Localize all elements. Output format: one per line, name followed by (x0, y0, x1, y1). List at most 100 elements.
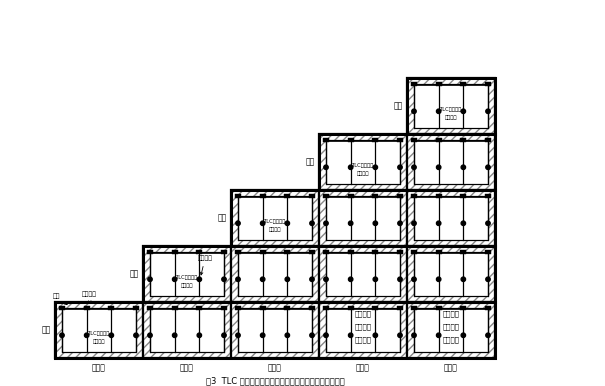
Text: 一层: 一层 (42, 325, 51, 335)
Bar (397, 250, 403, 254)
Bar (260, 194, 266, 198)
Bar (143, 302, 231, 358)
Bar (397, 306, 403, 310)
Bar (62, 302, 136, 308)
Bar (143, 246, 150, 302)
Text: TLC早拆模板: TLC早拆模板 (88, 332, 110, 337)
Bar (411, 250, 417, 254)
Circle shape (222, 333, 226, 337)
Circle shape (310, 221, 314, 225)
Bar (312, 246, 319, 302)
Bar (488, 302, 495, 358)
Bar (326, 140, 400, 184)
Bar (326, 140, 400, 184)
Bar (407, 302, 495, 358)
Circle shape (436, 165, 441, 169)
Bar (488, 190, 495, 246)
Bar (326, 134, 400, 140)
Bar (323, 194, 329, 198)
Circle shape (373, 221, 378, 225)
Bar (224, 246, 231, 302)
Text: TLC早拆模板: TLC早拆模板 (264, 220, 286, 225)
Text: 图3  TLC 插卡型模板早拆体系统花化施工盘专到显示意图: 图3 TLC 插卡型模板早拆体系统花化施工盘专到显示意图 (206, 376, 344, 385)
Text: 支一号: 支一号 (92, 363, 106, 372)
Bar (235, 250, 241, 254)
Bar (319, 134, 407, 190)
Bar (260, 250, 266, 254)
Circle shape (486, 221, 490, 225)
Text: TLC早拆模板: TLC早拆模板 (176, 276, 198, 281)
Circle shape (236, 221, 240, 225)
Circle shape (348, 277, 353, 281)
Bar (147, 250, 153, 254)
Bar (407, 246, 414, 302)
Circle shape (373, 165, 378, 169)
Bar (231, 302, 319, 358)
Text: 架体支撑: 架体支撑 (198, 256, 212, 275)
Bar (150, 308, 224, 352)
Bar (238, 308, 312, 352)
Text: 高撑二层: 高撑二层 (442, 337, 460, 343)
Bar (414, 308, 488, 352)
Bar (143, 246, 231, 302)
Bar (485, 250, 491, 254)
Bar (414, 84, 488, 128)
Circle shape (412, 221, 416, 225)
Bar (221, 306, 227, 310)
Bar (326, 308, 400, 352)
Bar (407, 190, 414, 246)
Bar (397, 138, 403, 142)
Bar (326, 302, 400, 308)
Bar (224, 302, 231, 358)
Circle shape (285, 333, 290, 337)
Bar (238, 196, 312, 240)
Bar (407, 302, 414, 358)
Bar (414, 128, 488, 134)
Bar (407, 190, 495, 246)
Text: 三层: 三层 (218, 213, 227, 222)
Bar (231, 302, 238, 358)
Bar (238, 240, 312, 246)
Circle shape (348, 221, 353, 225)
Circle shape (348, 165, 353, 169)
Text: TLC早拆模板: TLC早拆模板 (440, 107, 462, 112)
Bar (238, 352, 312, 358)
Circle shape (109, 333, 114, 337)
Bar (83, 306, 90, 310)
Text: TLC早拆模板: TLC早拆模板 (352, 164, 374, 169)
Bar (238, 190, 312, 196)
Bar (309, 306, 315, 310)
Bar (319, 190, 326, 246)
Bar (136, 302, 143, 358)
Bar (319, 190, 407, 246)
Bar (400, 302, 407, 358)
Bar (414, 240, 488, 246)
Bar (407, 134, 414, 190)
Text: 支五号: 支五号 (444, 363, 458, 372)
Bar (231, 190, 319, 246)
Bar (414, 296, 488, 302)
Bar (150, 296, 224, 302)
Circle shape (324, 333, 328, 337)
Bar (460, 306, 466, 310)
Circle shape (261, 277, 265, 281)
Bar (319, 302, 326, 358)
Bar (411, 194, 417, 198)
Bar (414, 190, 488, 196)
Circle shape (285, 221, 290, 225)
Bar (460, 250, 466, 254)
Bar (221, 250, 227, 254)
Bar (436, 250, 442, 254)
Text: 撤支一层: 撤支一层 (442, 324, 460, 330)
Bar (407, 78, 495, 134)
Text: 五层: 五层 (394, 102, 403, 110)
Text: 二层: 二层 (129, 269, 139, 279)
Bar (108, 306, 114, 310)
Bar (197, 250, 202, 254)
Bar (55, 302, 143, 358)
Bar (414, 302, 488, 308)
Bar (59, 306, 65, 310)
Bar (460, 194, 466, 198)
Bar (348, 138, 354, 142)
Bar (143, 302, 150, 358)
